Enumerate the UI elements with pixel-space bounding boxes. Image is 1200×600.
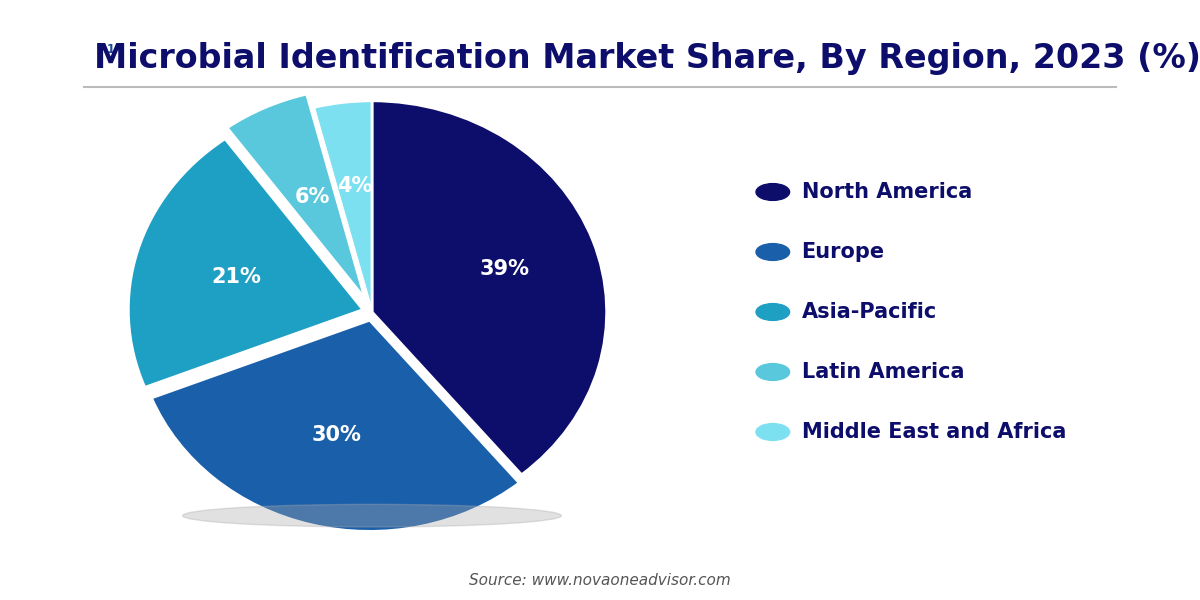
Text: 1: 1 bbox=[107, 43, 115, 56]
Wedge shape bbox=[151, 320, 520, 532]
Text: Asia-Pacific: Asia-Pacific bbox=[802, 302, 937, 322]
Text: Microbial Identification Market Share, By Region, 2023 (%): Microbial Identification Market Share, B… bbox=[95, 42, 1200, 75]
Text: Europe: Europe bbox=[802, 242, 884, 262]
Ellipse shape bbox=[182, 505, 562, 527]
Text: North America: North America bbox=[802, 182, 972, 202]
Text: NOVA: NOVA bbox=[38, 43, 76, 56]
Wedge shape bbox=[128, 139, 362, 388]
Text: Latin America: Latin America bbox=[802, 362, 964, 382]
Text: ADVISOR: ADVISOR bbox=[127, 43, 187, 56]
Text: 30%: 30% bbox=[312, 425, 362, 445]
Text: Source: www.novaoneadvisor.com: Source: www.novaoneadvisor.com bbox=[469, 573, 731, 588]
Text: Middle East and Africa: Middle East and Africa bbox=[802, 422, 1066, 442]
Text: 4%: 4% bbox=[337, 176, 372, 196]
Text: 21%: 21% bbox=[212, 266, 262, 287]
Wedge shape bbox=[313, 101, 372, 312]
Wedge shape bbox=[372, 101, 607, 475]
Text: 6%: 6% bbox=[294, 187, 330, 208]
Text: 39%: 39% bbox=[480, 259, 529, 279]
Wedge shape bbox=[227, 94, 365, 299]
FancyBboxPatch shape bbox=[100, 30, 122, 69]
